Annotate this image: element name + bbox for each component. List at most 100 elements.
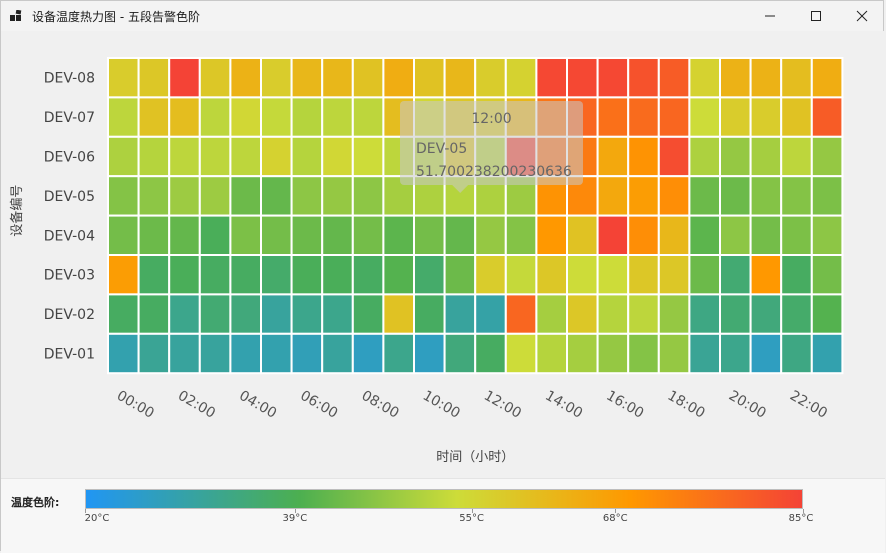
heatmap-cell[interactable] xyxy=(382,214,415,257)
heatmap-cell[interactable] xyxy=(780,293,813,335)
heatmap-cell[interactable] xyxy=(810,254,844,296)
heatmap-cell[interactable] xyxy=(443,254,477,296)
heatmap-cell[interactable] xyxy=(596,57,630,99)
heatmap-cell[interactable] xyxy=(413,293,446,335)
heatmap-cell[interactable] xyxy=(810,175,844,217)
heatmap-cell[interactable] xyxy=(413,214,446,257)
heatmap-cell[interactable] xyxy=(198,214,232,257)
heatmap-cell[interactable] xyxy=(198,332,232,375)
heatmap-cell[interactable] xyxy=(137,135,171,178)
heatmap-cell[interactable] xyxy=(443,57,477,99)
heatmap-chart[interactable]: DEV-08 DEV-07 DEV-06 DEV-05 DEV-04 DEV-03 DEV-… xyxy=(1,31,885,478)
heatmap-cell[interactable] xyxy=(810,96,844,138)
heatmap-cell[interactable] xyxy=(290,135,324,178)
heatmap-cell[interactable] xyxy=(566,332,599,375)
heatmap-cell[interactable] xyxy=(535,254,569,296)
heatmap-cell[interactable] xyxy=(168,214,201,257)
heatmap-cell[interactable] xyxy=(290,293,324,335)
heatmap-cell[interactable] xyxy=(107,214,140,257)
heatmap-cell[interactable] xyxy=(810,135,844,178)
heatmap-cell[interactable] xyxy=(229,332,262,375)
heatmap-cell[interactable] xyxy=(627,214,660,257)
heatmap-cell[interactable] xyxy=(351,57,385,99)
heatmap-cell[interactable] xyxy=(321,57,354,99)
heatmap-cell[interactable] xyxy=(290,96,324,138)
heatmap-cell[interactable] xyxy=(749,96,783,138)
heatmap-cell[interactable] xyxy=(413,254,446,296)
heatmap-cell[interactable] xyxy=(780,175,813,217)
heatmap-cell[interactable] xyxy=(321,175,354,217)
heatmap-cell[interactable] xyxy=(657,135,691,178)
heatmap-cell[interactable] xyxy=(749,135,783,178)
heatmap-cell[interactable] xyxy=(749,332,783,375)
heatmap-cell[interactable] xyxy=(780,214,813,257)
heatmap-cell[interactable] xyxy=(596,332,630,375)
heatmap-cell[interactable] xyxy=(137,214,171,257)
heatmap-cell[interactable] xyxy=(137,293,171,335)
heatmap-cell[interactable] xyxy=(504,57,538,99)
heatmap-cell[interactable] xyxy=(351,293,385,335)
heatmap-cell[interactable] xyxy=(260,254,293,296)
heatmap-cell[interactable] xyxy=(749,293,783,335)
heatmap-cell[interactable] xyxy=(627,135,660,178)
title-bar[interactable]: 设备温度热力图 - 五段告警色阶 xyxy=(1,1,883,31)
heatmap-cell[interactable] xyxy=(382,57,415,99)
heatmap-cell[interactable] xyxy=(229,175,262,217)
heatmap-cell[interactable] xyxy=(290,175,324,217)
heatmap-cell[interactable] xyxy=(351,254,385,296)
heatmap-cell[interactable] xyxy=(535,57,569,99)
heatmap-cell[interactable] xyxy=(351,332,385,375)
heatmap-cell[interactable] xyxy=(321,332,354,375)
heatmap-cell[interactable] xyxy=(780,332,813,375)
heatmap-cell[interactable] xyxy=(198,57,232,99)
heatmap-cell[interactable] xyxy=(107,175,140,217)
heatmap-cell[interactable] xyxy=(382,332,415,375)
heatmap-cell[interactable] xyxy=(657,57,691,99)
heatmap-cell[interactable] xyxy=(596,254,630,296)
heatmap-cell[interactable] xyxy=(107,293,140,335)
heatmap-cell[interactable] xyxy=(137,96,171,138)
heatmap-cell[interactable] xyxy=(107,332,140,375)
heatmap-cell[interactable] xyxy=(688,175,722,217)
heatmap-cell[interactable] xyxy=(627,254,660,296)
heatmap-cell[interactable] xyxy=(229,293,262,335)
heatmap-cell[interactable] xyxy=(688,254,722,296)
heatmap-cell[interactable] xyxy=(688,57,722,99)
heatmap-cell[interactable] xyxy=(382,293,415,335)
heatmap-cell[interactable] xyxy=(504,332,538,375)
heatmap-cell[interactable] xyxy=(749,175,783,217)
close-button[interactable] xyxy=(839,1,885,31)
heatmap-cell[interactable] xyxy=(657,293,691,335)
heatmap-cell[interactable] xyxy=(137,332,171,375)
heatmap-cell[interactable] xyxy=(719,57,752,99)
heatmap-cell[interactable] xyxy=(566,293,599,335)
heatmap-cell[interactable] xyxy=(688,332,722,375)
heatmap-cell[interactable] xyxy=(749,57,783,99)
heatmap-cell[interactable] xyxy=(474,254,507,296)
heatmap-cell[interactable] xyxy=(474,57,507,99)
heatmap-cell[interactable] xyxy=(719,332,752,375)
heatmap-cell[interactable] xyxy=(749,254,783,296)
heatmap-cell[interactable] xyxy=(596,214,630,257)
heatmap-cell[interactable] xyxy=(566,254,599,296)
heatmap-cell[interactable] xyxy=(719,135,752,178)
heatmap-cell[interactable] xyxy=(290,57,324,99)
heatmap-cell[interactable] xyxy=(474,332,507,375)
heatmap-cell[interactable] xyxy=(627,332,660,375)
heatmap-cell[interactable] xyxy=(198,96,232,138)
heatmap-cell[interactable] xyxy=(351,214,385,257)
heatmap-cell[interactable] xyxy=(535,332,569,375)
heatmap-cell[interactable] xyxy=(351,175,385,217)
maximize-button[interactable] xyxy=(793,1,839,31)
heatmap-cell[interactable] xyxy=(657,332,691,375)
heatmap-cell[interactable] xyxy=(168,57,201,99)
heatmap-cell[interactable] xyxy=(780,57,813,99)
heatmap-cell[interactable] xyxy=(382,175,415,217)
heatmap-cell[interactable] xyxy=(810,214,844,257)
heatmap-cell[interactable] xyxy=(719,175,752,217)
heatmap-cell[interactable] xyxy=(719,254,752,296)
heatmap-cell[interactable] xyxy=(474,214,507,257)
heatmap-cell[interactable] xyxy=(749,214,783,257)
heatmap-cell[interactable] xyxy=(260,96,293,138)
heatmap-cell[interactable] xyxy=(107,57,140,99)
